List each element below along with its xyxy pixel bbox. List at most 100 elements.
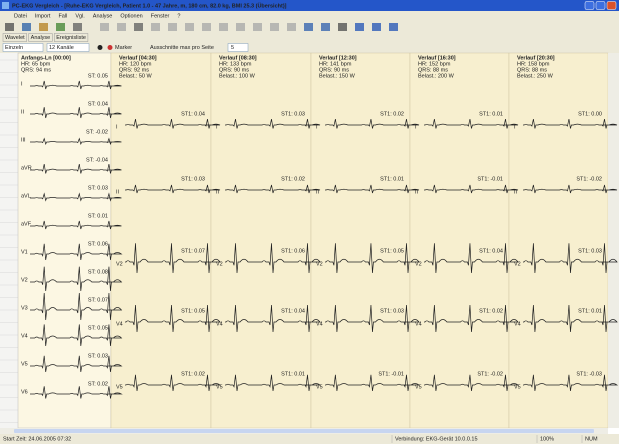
toolbar-button[interactable] (219, 23, 228, 31)
st-value: ST: 0.05 (88, 73, 108, 79)
menu-item[interactable]: Fenster (151, 13, 170, 19)
column-header: Belast.: 250 W (517, 73, 554, 79)
tab[interactable]: Wavelet (5, 35, 25, 41)
st-value: ST1: 0.04 (281, 308, 305, 314)
channels-value: 12 Kanäle (49, 45, 74, 51)
status-bar (0, 434, 619, 444)
lead-label: V4 (316, 321, 323, 327)
lead-label: V2 (116, 261, 123, 267)
menu-item[interactable]: ? (177, 13, 180, 19)
lead-label: V5 (116, 384, 123, 390)
toolbar-button[interactable] (236, 23, 245, 31)
toolbar-button[interactable] (321, 23, 330, 31)
toolbar-button[interactable] (151, 23, 160, 31)
lead-label: II (316, 189, 320, 195)
st-value: ST: 0.01 (88, 213, 108, 219)
v-scrollbar (608, 53, 619, 428)
st-value: ST1: 0.03 (380, 308, 404, 314)
status-text: Start Zeit: 24.06.2005 07:32 (3, 436, 71, 442)
lead-label: V2 (415, 261, 422, 267)
st-value: ST1: 0.01 (578, 308, 602, 314)
st-value: ST1: 0.05 (181, 308, 205, 314)
toolbar-button[interactable] (338, 23, 347, 31)
h-scroll-thumb[interactable] (14, 429, 594, 433)
close-button[interactable] (607, 2, 616, 10)
lead-label: aVL (21, 193, 31, 199)
status-text: Verbindung: EKG-Gerät 10.0.0.15 (395, 436, 478, 442)
lead-label: II (216, 189, 220, 195)
st-value: ST1: -0.02 (477, 371, 503, 377)
toolbar-button[interactable] (134, 23, 143, 31)
toolbar-button[interactable] (117, 23, 126, 31)
toolbar-button[interactable] (39, 23, 48, 31)
toolbar-button[interactable] (253, 23, 262, 31)
toolbar-button[interactable] (372, 23, 381, 31)
lead-label: V4 (216, 321, 223, 327)
st-value: ST1: 0.00 (578, 111, 602, 117)
st-value: ST: 0.06 (88, 241, 108, 247)
lead-label: V4 (415, 321, 422, 327)
st-value: ST1: 0.03 (281, 111, 305, 117)
tab[interactable]: Analyse (31, 35, 51, 41)
lead-label: V2 (216, 261, 223, 267)
st-value: ST: 0.07 (88, 297, 108, 303)
menu-item[interactable]: Vgl. (75, 13, 85, 19)
status-text: 100% (540, 436, 554, 442)
st-value: ST1: 0.07 (181, 248, 205, 254)
toolbar-button[interactable] (185, 23, 194, 31)
toolbar-button[interactable] (56, 23, 65, 31)
menu-item[interactable]: Datei (14, 13, 27, 19)
lead-label: V4 (21, 333, 28, 339)
per-page-label: Ausschnitte max pro Seite (150, 45, 214, 51)
st-value: ST1: 0.03 (181, 176, 205, 182)
st-value: ST: 0.03 (88, 185, 108, 191)
st-value: ST1: -0.01 (378, 371, 404, 377)
st-value: ST1: -0.03 (576, 371, 602, 377)
tab-strip (0, 33, 619, 42)
toolbar-button[interactable] (100, 23, 109, 31)
st-value: ST1: 0.04 (479, 248, 503, 254)
baseline-header: QRS: 94 ms (21, 67, 51, 73)
st-value: ST: -0.04 (86, 157, 108, 163)
lead-label: V2 (21, 277, 28, 283)
toolbar-button[interactable] (202, 23, 211, 31)
tab[interactable]: Ereignisliste (56, 35, 86, 41)
column-header: Belast.: 150 W (319, 73, 356, 79)
toolbar-button[interactable] (304, 23, 313, 31)
column-header: Belast.: 100 W (219, 73, 256, 79)
lead-label: V1 (21, 249, 28, 255)
st-value: ST1: -0.02 (576, 176, 602, 182)
column-header: Belast.: 200 W (418, 73, 455, 79)
control-bar (0, 42, 619, 53)
maximize-button[interactable] (596, 2, 605, 10)
st-value: ST1: 0.02 (181, 371, 205, 377)
st-value: ST1: 0.01 (281, 371, 305, 377)
toolbar-button[interactable] (287, 23, 296, 31)
toolbar-button[interactable] (270, 23, 279, 31)
lead-label: aVF (21, 221, 32, 227)
lead-label: III (21, 137, 26, 143)
lead-label: aVR (21, 165, 32, 171)
st-value: ST1: 0.01 (479, 111, 503, 117)
minimize-button[interactable] (585, 2, 594, 10)
st-value: ST1: 0.02 (380, 111, 404, 117)
st-value: ST1: 0.02 (281, 176, 305, 182)
lead-label: V5 (514, 384, 521, 390)
menu-item[interactable]: Optionen (120, 13, 142, 19)
toolbar-button[interactable] (22, 23, 31, 31)
menu-item[interactable]: Analyse (93, 13, 113, 19)
toolbar-button[interactable] (73, 23, 82, 31)
toolbar-button[interactable] (5, 23, 14, 31)
toolbar-button[interactable] (389, 23, 398, 31)
status-text: NUM (585, 436, 598, 442)
lead-label: V6 (21, 389, 28, 395)
toolbar-button[interactable] (355, 23, 364, 31)
menu-item[interactable]: Import (35, 13, 51, 19)
st-value: ST: -0.02 (86, 129, 108, 135)
toolbar-button[interactable] (168, 23, 177, 31)
lead-label: V2 (316, 261, 323, 267)
marker-icon[interactable] (108, 45, 113, 50)
menu-item[interactable]: Fall (58, 13, 67, 19)
st-value: ST1: 0.03 (578, 248, 602, 254)
lead-label: V5 (21, 361, 28, 367)
